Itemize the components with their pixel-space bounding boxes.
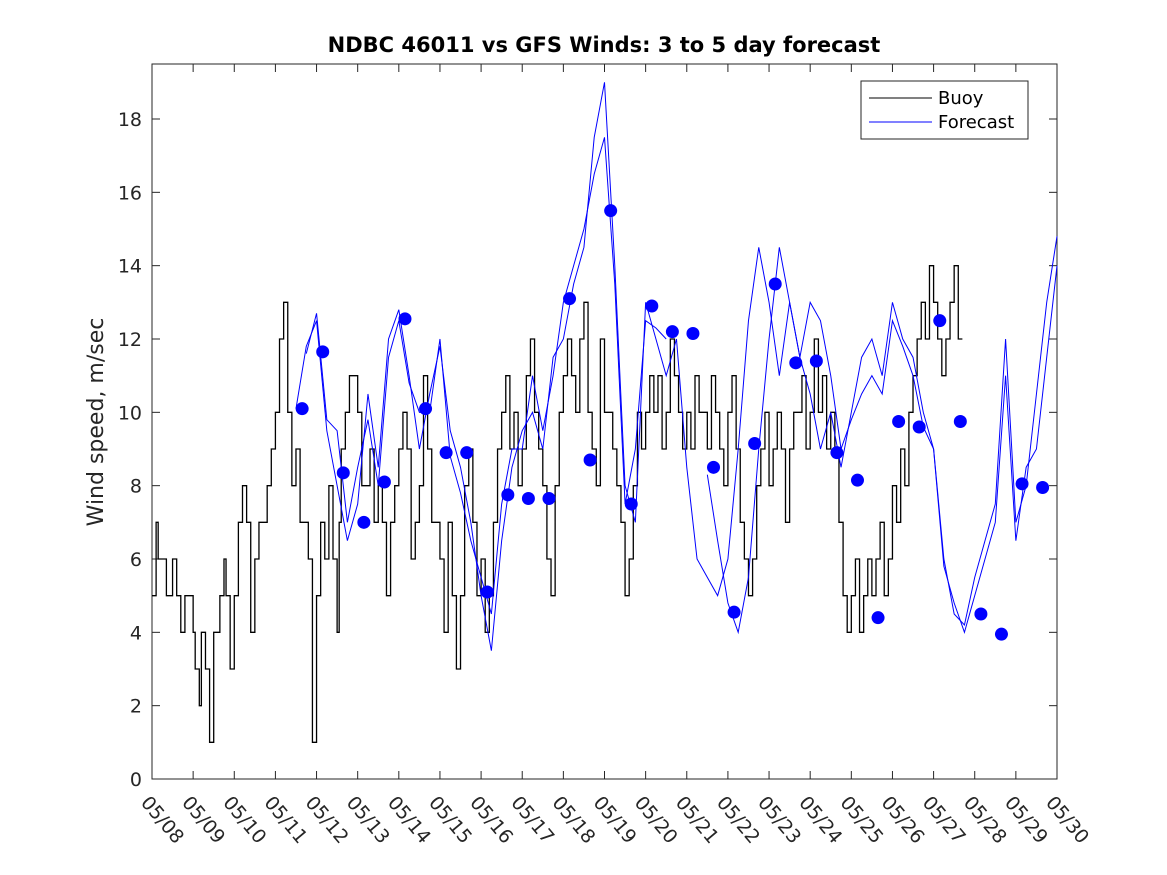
x-axis: 05/0805/0905/1005/1105/1205/1305/1405/15… [136, 64, 1093, 848]
x-tick-label: 05/20 [630, 792, 682, 848]
x-tick-label: 05/19 [589, 792, 641, 848]
legend-buoy-label: Buoy [938, 88, 984, 109]
x-tick-label: 05/17 [506, 792, 558, 848]
forecast-marker [480, 585, 494, 599]
forecast-marker [768, 277, 782, 291]
forecast-marker [563, 292, 577, 306]
series-line-forecast-1 [295, 82, 1058, 651]
x-tick-label: 05/25 [835, 792, 887, 848]
forecast-marker [933, 314, 947, 328]
forecast-marker [357, 515, 371, 529]
forecast-marker [850, 473, 864, 487]
forecast-marker [439, 446, 453, 460]
forecast-marker [501, 488, 515, 502]
x-tick-label: 05/22 [712, 792, 764, 848]
x-tick-label: 05/08 [136, 792, 188, 848]
forecast-marker [377, 475, 391, 489]
forecast-marker [521, 492, 535, 505]
x-tick-label: 05/26 [877, 792, 929, 848]
y-tick-label: 16 [118, 182, 142, 204]
forecast-marker [336, 466, 350, 480]
forecast-marker [748, 437, 762, 450]
legend: Buoy Forecast [860, 80, 1029, 140]
x-tick-label: 05/21 [671, 792, 723, 848]
series-line-forecast-3 [706, 247, 1058, 635]
y-tick-label: 12 [118, 329, 142, 351]
y-tick-label: 8 [130, 476, 142, 498]
x-tick-label: 05/30 [1041, 792, 1093, 848]
forecast-marker [994, 627, 1008, 641]
forecast-marker [707, 460, 721, 474]
forecast-marker [583, 453, 597, 467]
forecast-marker [604, 204, 618, 218]
y-tick-label: 0 [130, 769, 142, 791]
forecast-marker [974, 607, 988, 621]
forecast-marker [953, 415, 967, 428]
series-line-buoy-0 [152, 265, 963, 743]
legend-box [860, 80, 1029, 140]
y-tick-label: 14 [118, 256, 142, 278]
forecast-marker [460, 446, 474, 460]
series-layer [152, 82, 1058, 743]
legend-forecast-label: Forecast [938, 112, 1014, 133]
x-tick-label: 05/27 [918, 792, 970, 848]
forecast-marker [316, 345, 330, 359]
x-tick-label: 05/28 [959, 792, 1011, 848]
x-tick-label: 05/12 [301, 792, 353, 848]
x-tick-label: 05/24 [794, 792, 846, 848]
x-tick-label: 05/10 [218, 792, 270, 848]
forecast-marker [686, 327, 700, 340]
forecast-marker [871, 611, 885, 625]
x-tick-label: 05/14 [383, 792, 435, 848]
forecast-marker [645, 299, 659, 313]
forecast-marker [419, 402, 433, 416]
forecast-marker [830, 446, 844, 460]
forecast-marker [789, 356, 803, 370]
forecast-marker [665, 325, 679, 339]
y-tick-label: 10 [118, 402, 142, 424]
x-tick-label: 05/16 [465, 792, 517, 848]
forecast-marker [912, 420, 926, 434]
x-tick-label: 05/09 [177, 792, 229, 848]
forecast-marker [809, 354, 823, 368]
y-axis: 0 2 4 6 8 10 12 14 16 18 [118, 109, 1057, 791]
forecast-marker [398, 312, 412, 326]
forecast-marker [295, 402, 309, 416]
x-tick-label: 05/13 [342, 792, 394, 848]
forecast-marker [542, 492, 556, 505]
x-tick-label: 05/29 [1000, 792, 1052, 848]
x-tick-label: 05/11 [260, 792, 312, 848]
y-axis-label: Wind speed, m/sec [84, 318, 109, 527]
y-tick-label: 6 [130, 549, 142, 571]
x-tick-label: 05/18 [548, 792, 600, 848]
forecast-marker [624, 497, 638, 511]
forecast-marker [1015, 477, 1029, 491]
forecast-marker [892, 415, 906, 428]
chart-title: NDBC 46011 vs GFS Winds: 3 to 5 day fore… [328, 33, 881, 57]
forecast-marker [1036, 481, 1050, 494]
forecast-marker [727, 605, 741, 619]
forecast-markers [295, 204, 1050, 641]
x-tick-label: 05/15 [424, 792, 476, 848]
x-tick-label: 05/23 [753, 792, 805, 848]
y-tick-label: 18 [118, 109, 142, 131]
y-tick-label: 2 [130, 696, 142, 718]
y-tick-label: 4 [130, 622, 142, 644]
